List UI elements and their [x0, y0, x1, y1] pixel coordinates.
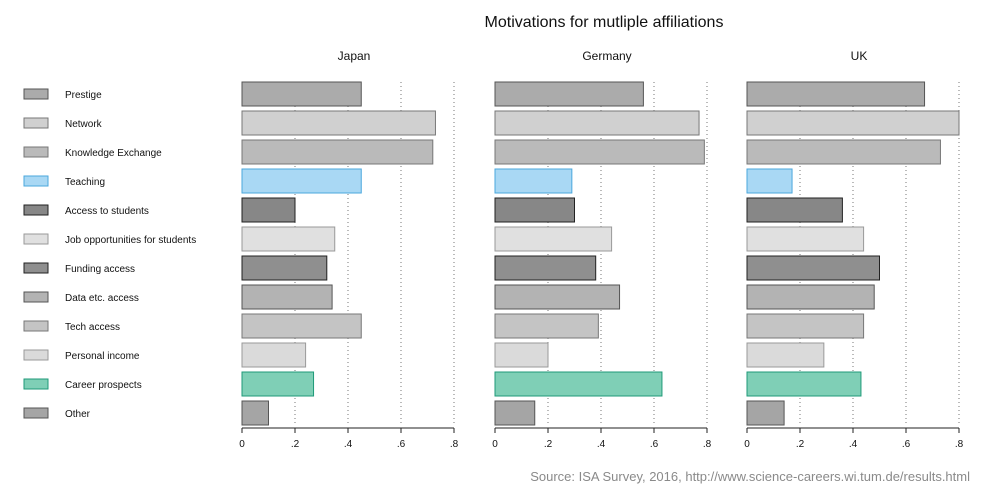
chart-title: Motivations for mutliple affiliations	[485, 14, 724, 31]
x-tick-label-germany: .6	[650, 439, 659, 450]
legend-label-personal-income: Personal income	[65, 351, 140, 362]
bar-germany-network	[494, 110, 700, 136]
legend-label-teaching: Teaching	[65, 177, 105, 188]
bar-germany-career-prospects	[494, 371, 663, 397]
bar-japan-job-opportunities-for-students	[241, 226, 336, 252]
legend-swatch-other	[23, 407, 49, 419]
bar-uk-other	[746, 400, 785, 426]
bar-uk-teaching	[746, 168, 793, 194]
panel-title-uk: UK	[851, 49, 868, 63]
bar-uk-career-prospects	[746, 371, 862, 397]
bar-japan-knowledge-exchange	[241, 139, 434, 165]
x-tick-label-germany: .8	[703, 439, 712, 450]
bar-japan-other	[241, 400, 269, 426]
bar-japan-data-etc-access	[241, 284, 333, 310]
legend-swatch-teaching	[23, 175, 49, 187]
legend-swatch-access-to-students	[23, 204, 49, 216]
x-tick-label-japan: .6	[397, 439, 406, 450]
x-tick-label-germany: 0	[492, 439, 498, 450]
bar-uk-access-to-students	[746, 197, 843, 223]
bar-japan-career-prospects	[241, 371, 315, 397]
legend-label-job-opportunities-for-students: Job opportunities for students	[65, 235, 196, 246]
legend-label-funding-access: Funding access	[65, 264, 135, 275]
x-tick-label-japan: .8	[450, 439, 459, 450]
bar-uk-tech-access	[746, 313, 865, 339]
bar-germany-funding-access	[494, 255, 597, 281]
x-tick-label-japan: 0	[239, 439, 245, 450]
bar-uk-network	[746, 110, 960, 136]
bar-germany-personal-income	[494, 342, 549, 368]
bar-uk-funding-access	[746, 255, 880, 281]
bar-japan-tech-access	[241, 313, 362, 339]
legend-label-prestige: Prestige	[65, 90, 102, 101]
x-tick-label-uk: 0	[744, 439, 750, 450]
legend-swatch-knowledge-exchange	[23, 146, 49, 158]
panel-japan: Japan 0 .2 .4 .6 .8	[239, 49, 458, 450]
bar-germany-other	[494, 400, 536, 426]
bar-germany-data-etc-access	[494, 284, 621, 310]
legend-swatch-funding-access	[23, 262, 49, 274]
x-tick-label-uk: .8	[955, 439, 964, 450]
x-tick-label-japan: .2	[291, 439, 300, 450]
bar-uk-knowledge-exchange	[746, 139, 941, 165]
bar-japan-prestige	[241, 81, 362, 107]
panel-uk: UK 0 .2 .4 .6 .8	[744, 49, 963, 450]
legend-swatch-tech-access	[23, 320, 49, 332]
legend-label-tech-access: Tech access	[65, 322, 120, 333]
x-tick-label-japan: .4	[344, 439, 353, 450]
bar-germany-prestige	[494, 81, 644, 107]
legend-swatch-prestige	[23, 88, 49, 100]
chart-panels: Japan 0 .2 .4 .6 .8 Germany 0 .2 .4 .6 .8 UK 0 .2 .4 .6.…	[239, 49, 963, 450]
bar-uk-data-etc-access	[746, 284, 875, 310]
legend-label-network: Network	[65, 119, 103, 130]
x-tick-label-uk: .6	[902, 439, 911, 450]
bar-japan-network	[241, 110, 436, 136]
source-note: Source: ISA Survey, 2016, http://www.sci…	[530, 469, 970, 484]
legend-label-data-etc-access: Data etc. access	[65, 293, 139, 304]
legend-swatch-data-etc-access	[23, 291, 49, 303]
legend-label-access-to-students: Access to students	[65, 206, 149, 217]
legend-swatch-network	[23, 117, 49, 129]
x-tick-label-uk: .2	[796, 439, 805, 450]
panel-germany: Germany 0 .2 .4 .6 .8	[492, 49, 711, 450]
x-tick-label-germany: .2	[544, 439, 553, 450]
legend-label-knowledge-exchange: Knowledge Exchange	[65, 148, 162, 159]
panel-title-japan: Japan	[338, 49, 371, 63]
bar-germany-tech-access	[494, 313, 599, 339]
bar-uk-job-opportunities-for-students	[746, 226, 865, 252]
legend-swatch-career-prospects	[23, 378, 49, 390]
bar-germany-teaching	[494, 168, 573, 194]
legend-swatch-personal-income	[23, 349, 49, 361]
legend: Prestige Network Knowledge Exchange Teachin…	[23, 88, 196, 420]
bar-germany-knowledge-exchange	[494, 139, 705, 165]
legend-swatch-job-opportunities-for-students	[23, 233, 49, 245]
bar-japan-funding-access	[241, 255, 328, 281]
bar-japan-teaching	[241, 168, 362, 194]
bar-germany-job-opportunities-for-students	[494, 226, 613, 252]
bar-japan-access-to-students	[241, 197, 296, 223]
x-tick-label-uk: .4	[849, 439, 858, 450]
legend-label-career-prospects: Career prospects	[65, 380, 142, 391]
bar-japan-personal-income	[241, 342, 307, 368]
bar-uk-prestige	[746, 81, 926, 107]
bar-uk-personal-income	[746, 342, 825, 368]
legend-label-other: Other	[65, 409, 91, 420]
panel-title-germany: Germany	[582, 49, 631, 63]
bar-germany-access-to-students	[494, 197, 575, 223]
x-tick-label-germany: .4	[597, 439, 606, 450]
